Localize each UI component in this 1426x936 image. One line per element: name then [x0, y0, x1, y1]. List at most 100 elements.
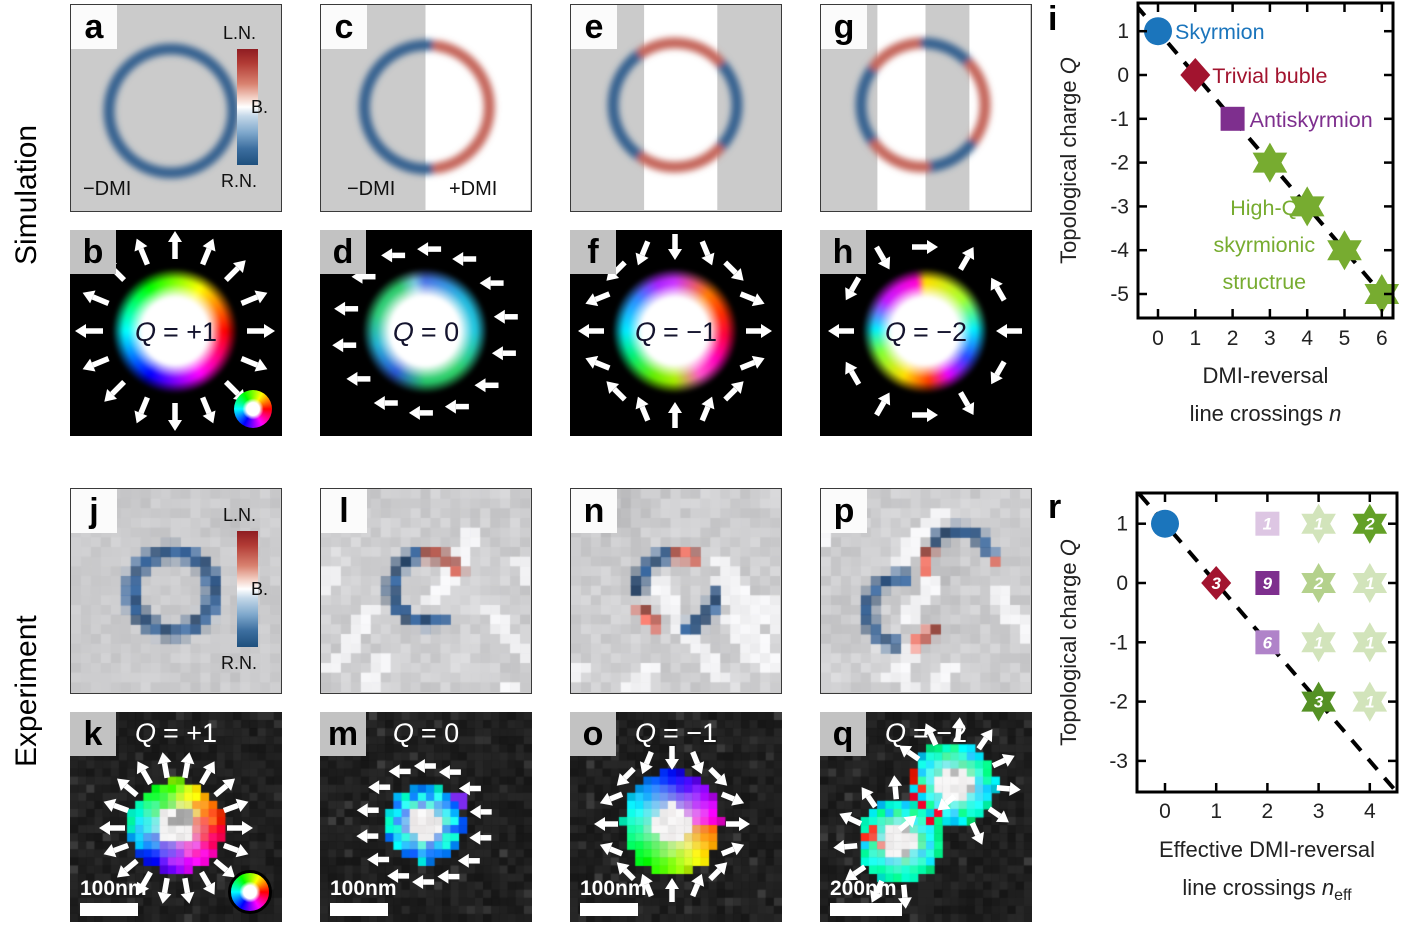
- marker-count: 3: [1314, 693, 1324, 712]
- topological-charge-label: Q = −2: [884, 718, 968, 748]
- marker-count: 9: [1263, 574, 1273, 593]
- marker-count: 1: [1365, 633, 1374, 652]
- panel-letter: f: [570, 230, 616, 274]
- panel-letter: e: [571, 5, 617, 49]
- plot-border: [1136, 1, 1395, 320]
- marker-star6: 1: [1352, 622, 1388, 663]
- panel-b: b Q = +1: [70, 230, 282, 436]
- colorbar-mid-label: B.: [251, 97, 269, 117]
- x-tick-label: 5: [1339, 327, 1351, 350]
- marker-star6: [1289, 186, 1325, 227]
- spin-arrows: [828, 240, 1022, 422]
- row-label-experiment: Experiment: [10, 615, 43, 767]
- marker-square: 9: [1255, 571, 1280, 595]
- panel-letter: l: [321, 489, 367, 533]
- x-tick-label: 2: [1262, 800, 1274, 823]
- x-tick-label: 0: [1159, 800, 1171, 823]
- marker-count: 1: [1263, 515, 1272, 534]
- dmi-sign-label: −DMI: [347, 178, 396, 200]
- topological-charge-label: Q = +1: [134, 718, 218, 748]
- marker-star6: 2: [1301, 563, 1336, 603]
- bubble-hue-disc: [361, 267, 489, 395]
- colorbar-mid-label: B.: [251, 579, 269, 599]
- panel-letter: i: [1048, 0, 1058, 38]
- marker-star6: 3: [1301, 681, 1336, 722]
- panel-letter: m: [320, 712, 366, 756]
- marker-star6: 1: [1301, 503, 1336, 544]
- y-tick-label: 0: [1117, 64, 1129, 87]
- x-axis-label-line1: DMI-reversal: [1203, 363, 1329, 388]
- x-axis-label-line1: Effective DMI-reversal: [1159, 837, 1375, 862]
- panel-letter: d: [320, 230, 366, 274]
- x-tick-label: 2: [1227, 327, 1239, 350]
- y-tick-label: -2: [1110, 152, 1129, 175]
- panel-l: l: [320, 488, 532, 694]
- y-tick-label: -4: [1110, 239, 1129, 262]
- spin-arrows: [594, 746, 750, 902]
- row-label-simulation: Simulation: [10, 124, 43, 265]
- marker-count: 3: [1211, 574, 1221, 593]
- scale-bar: 200nm: [830, 877, 902, 916]
- panel-letter: a: [71, 5, 117, 49]
- dmi-sign-label: +DMI: [449, 178, 498, 200]
- marker-count: 6: [1263, 633, 1273, 652]
- colorbar-top-label: L.N.: [223, 23, 257, 43]
- panel-letter: b: [70, 230, 116, 274]
- marker-star6: 2: [1352, 503, 1388, 544]
- marker-count: 2: [1364, 515, 1375, 534]
- marker-count: 1: [1365, 574, 1374, 593]
- panel-letter: h: [820, 230, 866, 274]
- legend-label: Skyrmion: [1175, 20, 1265, 44]
- annotation-high-q: skyrmionic: [1214, 233, 1316, 257]
- panel-e: e: [570, 4, 782, 212]
- panel-d: d Q = 0: [320, 230, 532, 436]
- legend-label: Antiskyrmion: [1250, 108, 1373, 132]
- y-axis-label: Topological charge Q: [1056, 539, 1081, 746]
- spin-arrows: [99, 752, 253, 904]
- colorbar: L.N. B. R.N.: [221, 505, 277, 673]
- spin-arrows: [578, 234, 772, 428]
- marker-count: 1: [1314, 633, 1323, 652]
- color-wheel-icon: [228, 870, 272, 914]
- dashed-trend-line: [1138, 4, 1393, 311]
- y-tick-label: -1: [1109, 631, 1128, 654]
- spin-arrows: [332, 242, 518, 420]
- chart-topological-charge-vs-crossings: High-Q skyrmionic structrue Skyrmion Trivial…: [1056, 1, 1400, 426]
- spin-arrows: [833, 717, 1021, 909]
- marker-star6: 1: [1352, 681, 1388, 722]
- y-tick-label: -1: [1110, 108, 1129, 131]
- panel-letter: p: [821, 489, 867, 533]
- colorbar-gradient: [237, 531, 258, 647]
- panel-f: f Q = −1: [570, 230, 782, 436]
- x-tick-label: 0: [1152, 327, 1164, 350]
- panel-q: q Q = −2 200nm: [820, 712, 1032, 922]
- panel-n: n: [570, 488, 782, 694]
- topological-charge-label: Q = +1: [134, 317, 218, 347]
- marker-star6: [1327, 230, 1362, 271]
- colorbar-top-label: L.N.: [223, 505, 257, 525]
- annotation-high-q: structrue: [1222, 270, 1306, 294]
- colorbar: L.N. B. R.N.: [221, 23, 277, 191]
- y-tick-label: -5: [1110, 283, 1129, 306]
- y-tick-label: -2: [1109, 691, 1128, 714]
- legend-label: Trivial buble: [1212, 64, 1327, 88]
- panel-letter: q: [820, 712, 866, 756]
- panel-p: p: [820, 488, 1032, 694]
- dashed-trend-line: [1137, 493, 1397, 792]
- y-tick-label: 1: [1117, 20, 1129, 43]
- marker-star6: [1364, 274, 1400, 314]
- panel-letter: k: [70, 712, 116, 756]
- marker-diamond: 3: [1201, 566, 1232, 600]
- marker-square: 1: [1255, 511, 1280, 536]
- panel-letter: g: [821, 5, 867, 49]
- spin-arrows: [75, 231, 275, 431]
- colorbar-bottom-label: R.N.: [221, 171, 257, 191]
- topological-charge-label: Q = 0: [392, 718, 460, 748]
- scale-bar: 100nm: [330, 877, 397, 916]
- marker-star6: 1: [1352, 563, 1388, 603]
- dmi-sign-label: −DMI: [83, 178, 132, 200]
- x-tick-label: 3: [1264, 327, 1276, 350]
- annotation-high-q: High-Q: [1230, 196, 1298, 220]
